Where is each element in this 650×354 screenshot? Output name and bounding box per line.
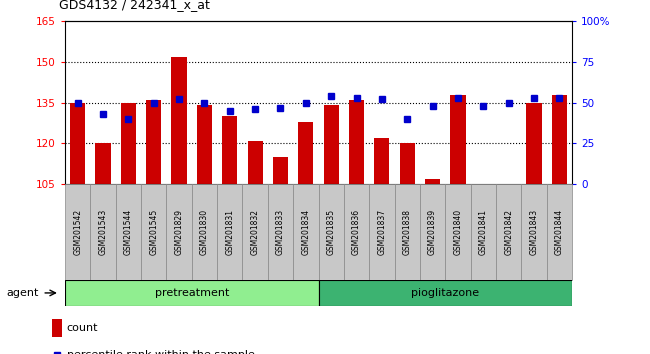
- Text: GSM201839: GSM201839: [428, 209, 437, 255]
- Text: GSM201842: GSM201842: [504, 209, 513, 255]
- Bar: [324, 105, 339, 184]
- Bar: [450, 95, 465, 184]
- Text: GSM201833: GSM201833: [276, 209, 285, 255]
- FancyBboxPatch shape: [547, 184, 572, 280]
- FancyBboxPatch shape: [369, 184, 395, 280]
- Bar: [374, 138, 389, 184]
- Bar: [172, 57, 187, 184]
- FancyBboxPatch shape: [65, 280, 318, 306]
- FancyBboxPatch shape: [293, 184, 318, 280]
- Text: GSM201840: GSM201840: [454, 209, 462, 255]
- Text: GSM201545: GSM201545: [150, 209, 158, 255]
- FancyBboxPatch shape: [471, 184, 496, 280]
- Text: GDS4132 / 242341_x_at: GDS4132 / 242341_x_at: [58, 0, 209, 11]
- Text: GSM201835: GSM201835: [327, 209, 335, 255]
- Text: GSM201836: GSM201836: [352, 209, 361, 255]
- Text: GSM201829: GSM201829: [175, 209, 183, 255]
- Bar: [222, 116, 237, 184]
- Text: GSM201838: GSM201838: [403, 209, 411, 255]
- Text: GSM201544: GSM201544: [124, 209, 133, 255]
- Text: GSM201834: GSM201834: [302, 209, 310, 255]
- FancyBboxPatch shape: [268, 184, 293, 280]
- FancyBboxPatch shape: [395, 184, 420, 280]
- Text: GSM201830: GSM201830: [200, 209, 209, 255]
- Bar: [552, 95, 567, 184]
- Bar: [52, 319, 62, 337]
- Text: agent: agent: [6, 288, 39, 298]
- FancyBboxPatch shape: [192, 184, 217, 280]
- FancyBboxPatch shape: [318, 280, 572, 306]
- Bar: [197, 105, 212, 184]
- Text: GSM201831: GSM201831: [226, 209, 234, 255]
- Text: GSM201542: GSM201542: [73, 209, 82, 255]
- FancyBboxPatch shape: [344, 184, 369, 280]
- Bar: [425, 179, 440, 184]
- FancyBboxPatch shape: [141, 184, 166, 280]
- Bar: [298, 122, 313, 184]
- Bar: [70, 103, 85, 184]
- FancyBboxPatch shape: [65, 184, 90, 280]
- Text: GSM201837: GSM201837: [378, 209, 386, 255]
- Bar: [526, 103, 541, 184]
- Text: pretreatment: pretreatment: [155, 288, 229, 298]
- FancyBboxPatch shape: [166, 184, 192, 280]
- FancyBboxPatch shape: [521, 184, 547, 280]
- Text: GSM201841: GSM201841: [479, 209, 488, 255]
- FancyBboxPatch shape: [318, 184, 344, 280]
- FancyBboxPatch shape: [496, 184, 521, 280]
- FancyBboxPatch shape: [445, 184, 471, 280]
- FancyBboxPatch shape: [90, 184, 116, 280]
- Text: GSM201844: GSM201844: [555, 209, 564, 255]
- Text: GSM201843: GSM201843: [530, 209, 538, 255]
- Bar: [273, 157, 288, 184]
- Bar: [248, 141, 263, 184]
- Text: GSM201543: GSM201543: [99, 209, 107, 255]
- Bar: [400, 143, 415, 184]
- FancyBboxPatch shape: [420, 184, 445, 280]
- Bar: [146, 100, 161, 184]
- Bar: [349, 100, 364, 184]
- Text: count: count: [66, 323, 98, 333]
- Text: GSM201832: GSM201832: [251, 209, 259, 255]
- Bar: [476, 184, 491, 187]
- FancyBboxPatch shape: [217, 184, 242, 280]
- FancyBboxPatch shape: [242, 184, 268, 280]
- Text: percentile rank within the sample: percentile rank within the sample: [66, 350, 255, 354]
- Bar: [96, 143, 111, 184]
- FancyBboxPatch shape: [116, 184, 141, 280]
- Bar: [121, 103, 136, 184]
- Text: pioglitazone: pioglitazone: [411, 288, 479, 298]
